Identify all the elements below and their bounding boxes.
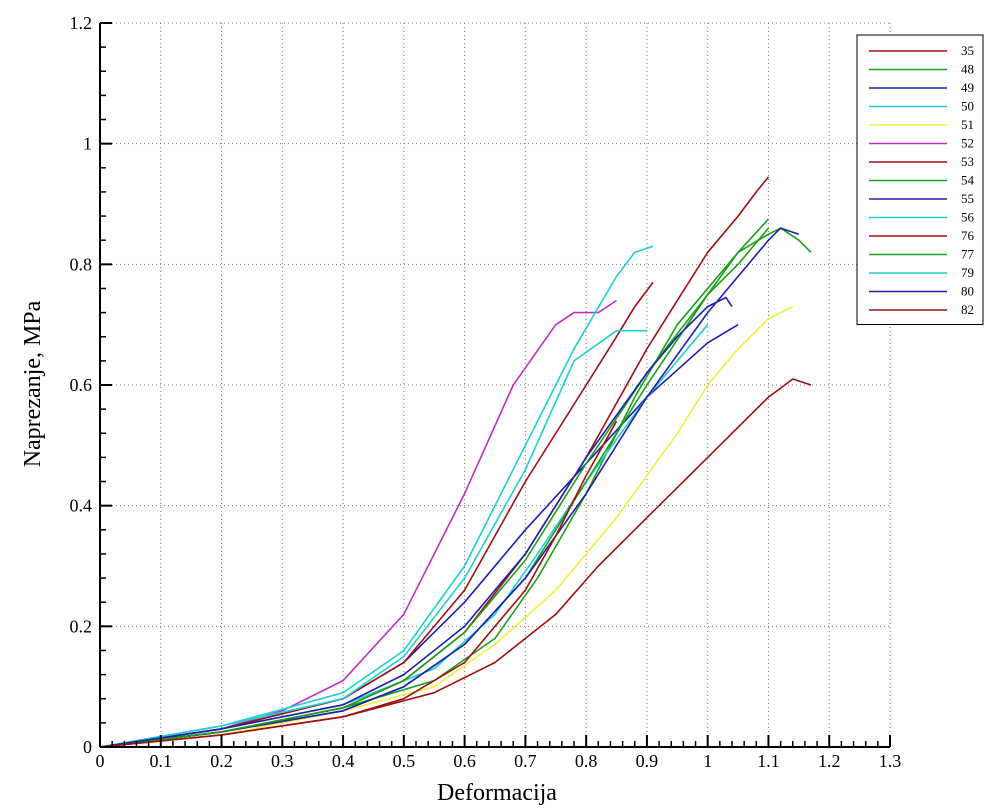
y-tick-label: 0.6 — [70, 375, 93, 395]
x-tick-label: 1.3 — [879, 751, 902, 771]
legend-label-80: 80 — [961, 284, 974, 299]
legend-label-49: 49 — [961, 80, 974, 95]
series-line-80 — [99, 296, 733, 748]
legend-label-53: 53 — [961, 154, 974, 169]
x-tick-label: 1.1 — [757, 751, 780, 771]
legend-label-51: 51 — [961, 117, 974, 132]
series-line-77 — [99, 227, 770, 748]
legend-label-52: 52 — [961, 136, 974, 151]
x-tick-label: 0 — [96, 751, 105, 771]
legend-label-50: 50 — [961, 99, 974, 114]
legend-label-54: 54 — [961, 173, 975, 188]
legend-label-56: 56 — [961, 210, 975, 225]
x-tick-label: 0.9 — [636, 751, 659, 771]
legend-label-77: 77 — [961, 247, 975, 262]
y-tick-label: 1 — [83, 134, 92, 154]
series-layer — [99, 176, 812, 748]
x-tick-label: 0.5 — [393, 751, 416, 771]
y-tick-label: 0.8 — [70, 254, 93, 274]
legend-label-76: 76 — [961, 228, 975, 243]
legend-label-82: 82 — [961, 302, 974, 317]
y-tick-label: 0.4 — [70, 496, 93, 516]
x-axis-title: Deformacija — [437, 780, 557, 806]
y-tick-label: 0.2 — [70, 616, 93, 636]
x-tick-label: 0.8 — [575, 751, 598, 771]
x-tick-label: 0.6 — [453, 751, 476, 771]
x-tick-label: 0.4 — [332, 751, 355, 771]
x-tick-label: 1 — [703, 751, 712, 771]
x-tick-label: 1.2 — [818, 751, 841, 771]
legend-label-35: 35 — [961, 43, 974, 58]
series-line-82 — [99, 420, 618, 748]
series-line-56 — [99, 245, 654, 748]
x-tick-label: 0.1 — [150, 751, 173, 771]
legend-label-48: 48 — [961, 62, 974, 77]
y-tick-label: 1.2 — [70, 13, 93, 33]
legend: 35 48 49 50 51 52 53 54 55 56 76 77 79 80 82 — [856, 34, 984, 325]
y-tick-label: 0 — [83, 737, 92, 757]
x-tick-label: 0.2 — [210, 751, 233, 771]
x-tick-label: 0.3 — [271, 751, 294, 771]
series-line-76 — [99, 281, 654, 748]
legend-label-79: 79 — [961, 265, 974, 280]
y-axis-title: Naprezanje, MPa — [20, 300, 46, 467]
ticks: 0 0.1 0.2 0.3 0.4 0.5 0.6 0.7 0.8 0.9 1 1.1 1.2 1.3 0 0… — [70, 13, 902, 771]
legend-label-55: 55 — [961, 191, 974, 206]
x-tick-label: 0.7 — [514, 751, 537, 771]
series-line-79 — [99, 329, 647, 748]
